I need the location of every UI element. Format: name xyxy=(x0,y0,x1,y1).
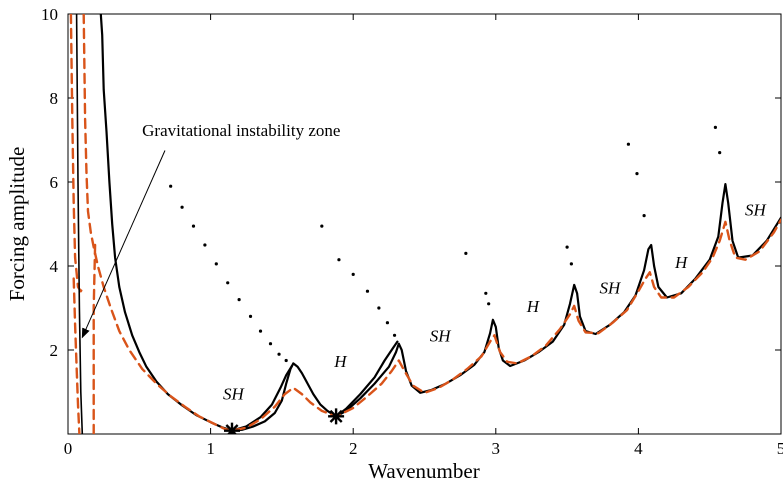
x-tick-label: 4 xyxy=(634,439,643,458)
data-point xyxy=(180,205,184,209)
annotation-label: Gravitational instability zone xyxy=(142,121,340,140)
x-axis-label: Wavenumber xyxy=(368,459,479,483)
data-point xyxy=(569,262,573,266)
dashed-series-line xyxy=(72,277,81,434)
region-label: SH xyxy=(599,278,622,297)
data-point xyxy=(385,321,390,325)
data-point xyxy=(277,352,281,356)
data-point xyxy=(191,224,196,228)
data-point xyxy=(169,184,173,188)
x-tick-label: 3 xyxy=(492,439,501,458)
data-point xyxy=(337,258,341,262)
data-point xyxy=(226,281,230,285)
dashed-series-line xyxy=(82,14,781,432)
data-point xyxy=(320,224,324,228)
data-point xyxy=(284,358,288,363)
data-point xyxy=(268,342,273,346)
annotation-arrow xyxy=(81,150,166,339)
x-tick-label: 5 xyxy=(777,439,783,458)
data-point xyxy=(626,142,631,146)
y-tick-label: 10 xyxy=(41,5,58,24)
region-label: H xyxy=(674,253,689,272)
data-point xyxy=(365,289,370,293)
data-point xyxy=(392,333,397,337)
dashed-series-line xyxy=(92,243,97,434)
data-point xyxy=(237,298,241,302)
dashed-series-line xyxy=(69,14,85,293)
x-tick-label: 2 xyxy=(349,439,358,458)
data-point xyxy=(718,151,722,155)
data-point xyxy=(377,306,381,310)
region-label: H xyxy=(526,297,541,316)
data-point xyxy=(464,251,468,255)
data-point xyxy=(635,172,639,176)
data-point xyxy=(351,272,355,276)
x-tick-label: 0 xyxy=(64,439,73,458)
data-point xyxy=(713,125,718,129)
data-point xyxy=(203,243,207,247)
solid-series-line xyxy=(99,14,781,432)
data-point xyxy=(565,245,569,249)
star-marker xyxy=(223,422,240,434)
data-point xyxy=(248,314,253,318)
star-marker xyxy=(328,408,345,425)
y-tick-label: 2 xyxy=(50,341,59,360)
y-tick-label: 4 xyxy=(50,257,59,276)
star-stroke xyxy=(329,409,343,423)
solid-series-line xyxy=(230,364,293,432)
solid-series-line xyxy=(335,340,399,418)
data-point xyxy=(214,262,218,266)
star-stroke xyxy=(226,424,239,434)
data-point xyxy=(258,329,263,333)
region-label: SH xyxy=(430,327,453,346)
plot-frame xyxy=(67,13,782,435)
data-point xyxy=(484,291,488,295)
data-point xyxy=(487,302,491,306)
y-axis-label: Forcing amplitude xyxy=(5,147,29,302)
y-tick-label: 6 xyxy=(50,173,59,192)
thin-solid-line xyxy=(75,14,84,434)
x-tick-label: 1 xyxy=(206,439,215,458)
region-label: SH xyxy=(745,201,768,220)
region-label: H xyxy=(333,352,348,371)
y-tick-label: 8 xyxy=(50,89,59,108)
data-point xyxy=(642,214,646,218)
region-label: SH xyxy=(223,385,246,404)
